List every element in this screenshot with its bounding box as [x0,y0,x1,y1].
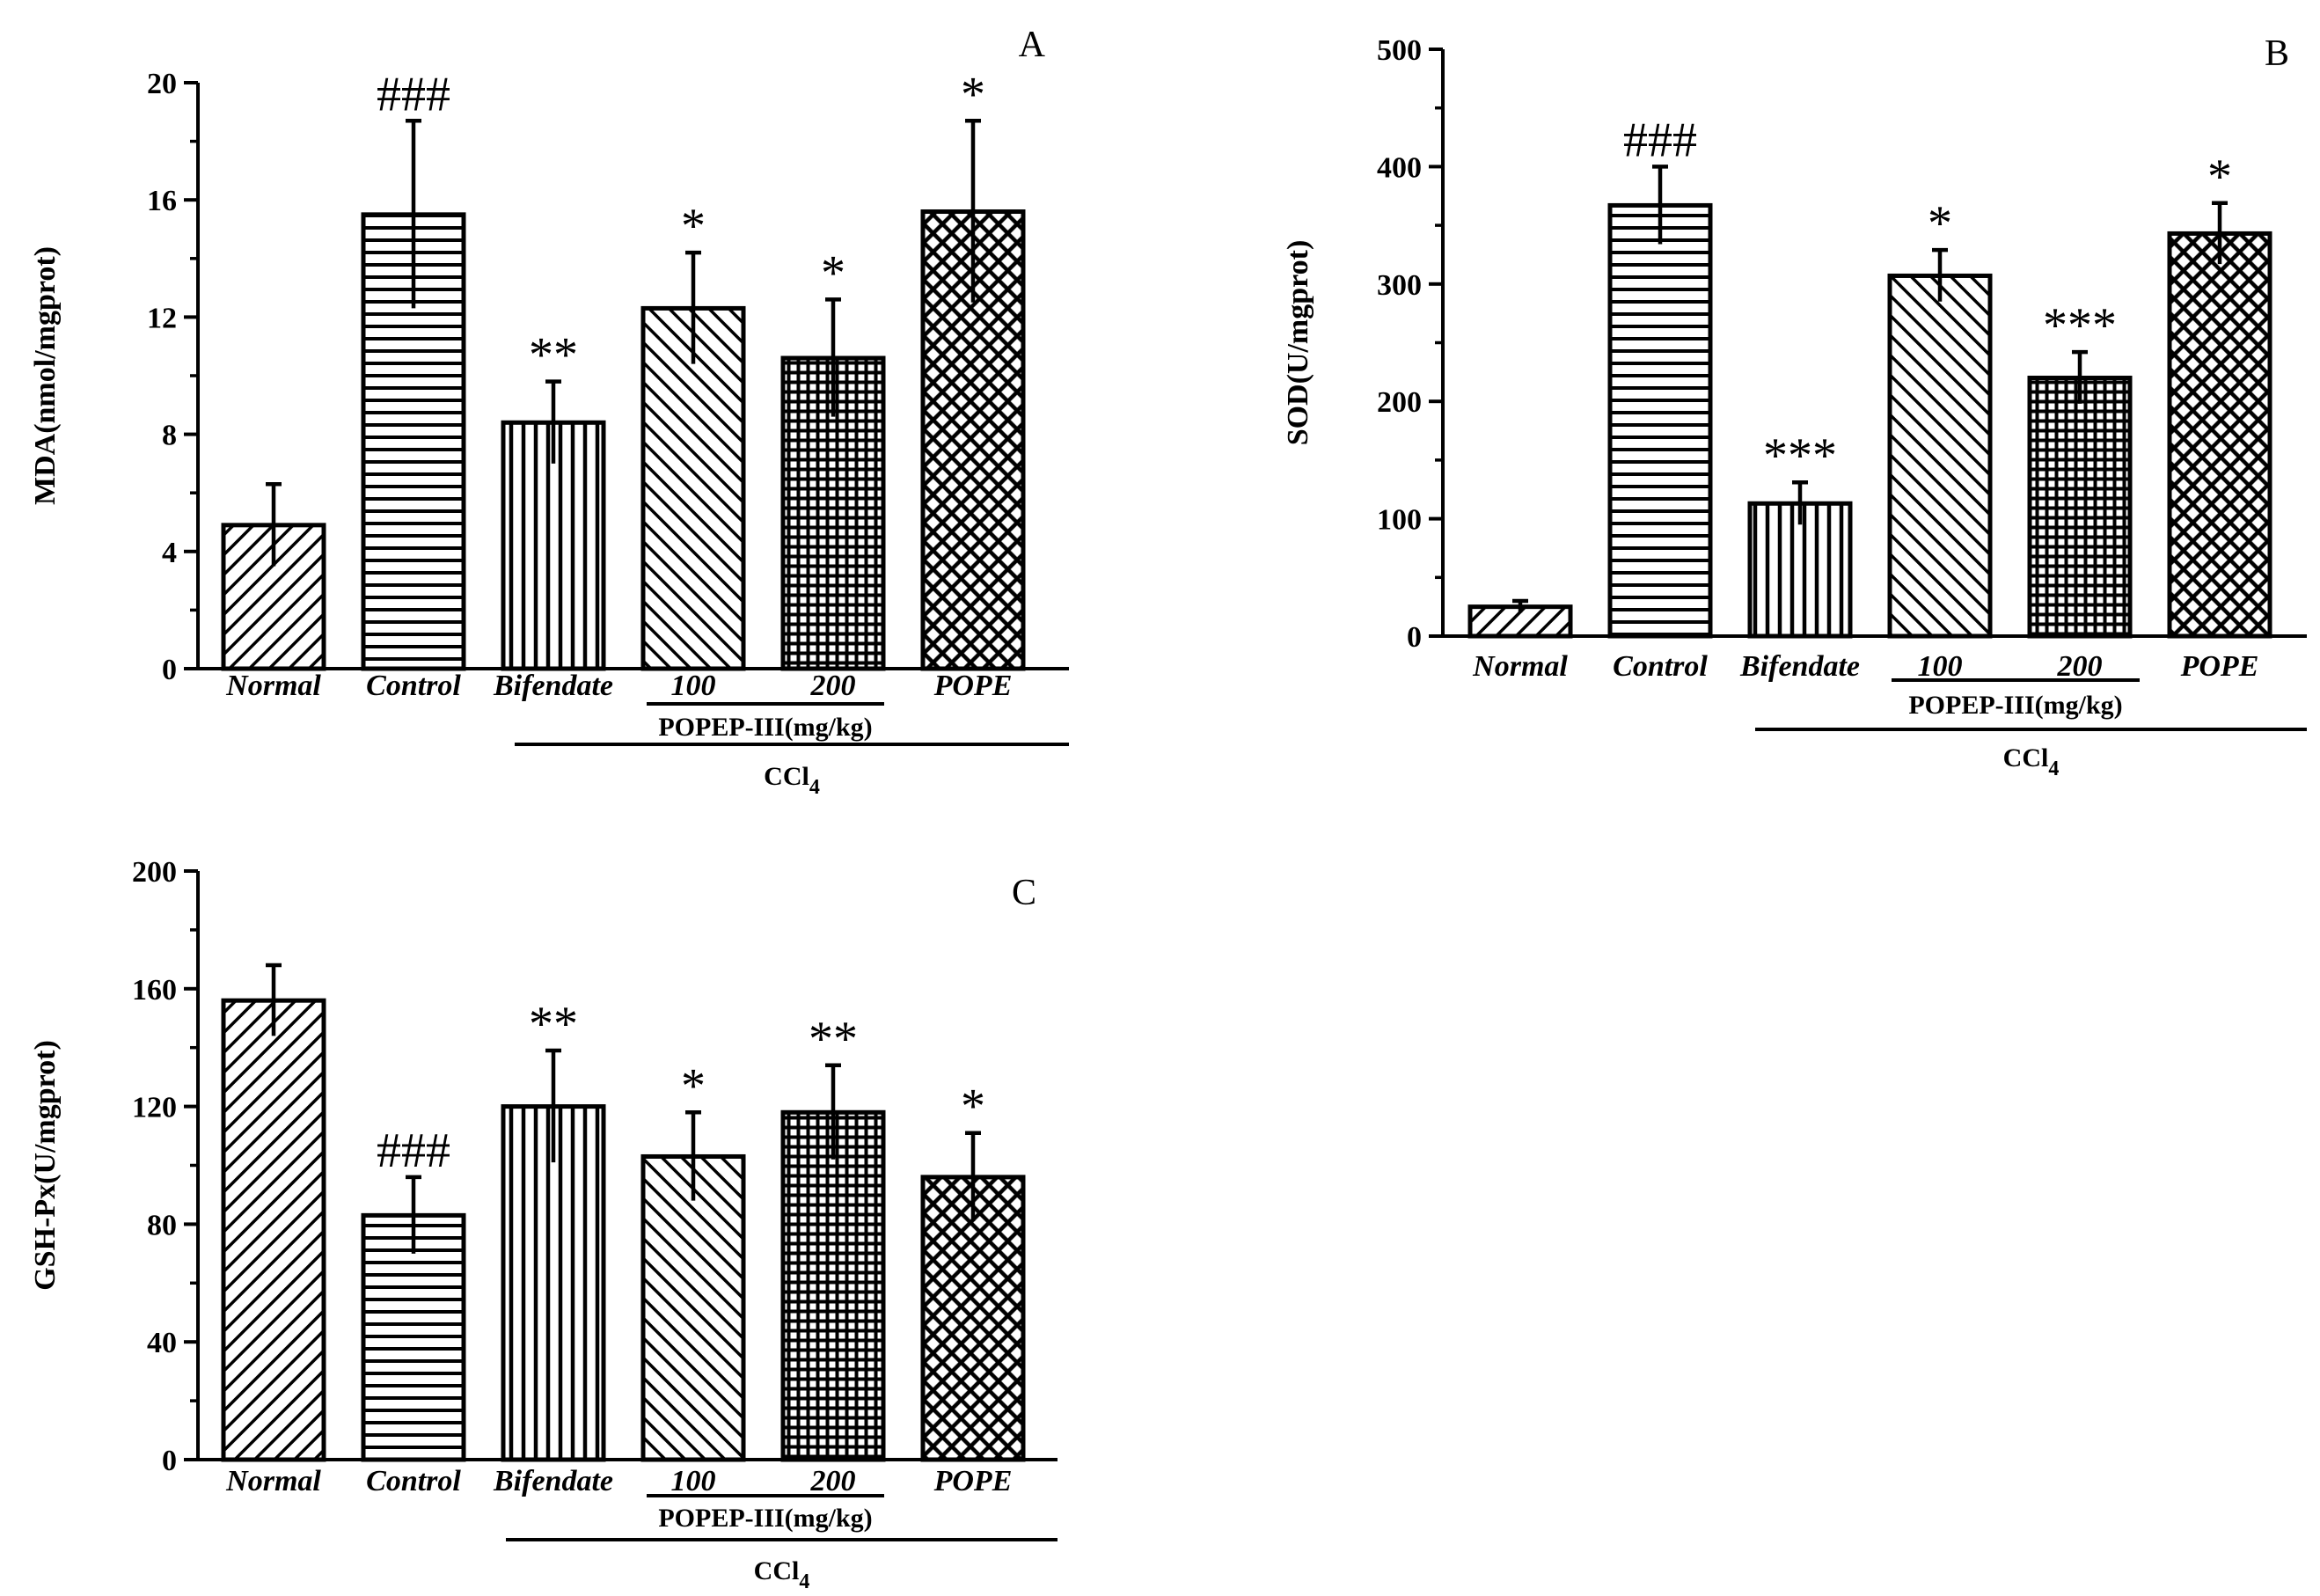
significance-mark: * [961,67,985,121]
category-label: Bifendate [493,670,613,702]
category-label: 100 [1918,650,1963,683]
y-tick-label: 500 [1377,34,1422,67]
category-label: Bifendate [493,1465,613,1497]
significance-mark: ** [529,328,578,383]
y-tick-label: 300 [1377,269,1422,302]
category-label: 200 [810,670,856,702]
significance-mark: * [681,199,706,253]
category-label: Normal [1472,650,1568,683]
subgroup-label: POPEP-III(mg/kg) [1908,691,2122,720]
subgroup-label: POPEP-III(mg/kg) [658,713,872,742]
y-tick-label: 4 [162,537,177,569]
bar-normal [221,998,326,1462]
bar-bifendate [501,1104,606,1462]
bar-pope [920,1175,1026,1462]
category-label: Control [366,670,461,702]
y-tick-label: 160 [132,974,177,1007]
bar-pope [2167,231,2272,639]
panel-a: Normal###Control**Bifendate*100*200*POPE… [29,25,1069,799]
significance-mark: *** [2043,298,2117,353]
bar-bifendate [1747,501,1853,639]
significance-mark: * [1928,196,1952,251]
group-label: CCl4 [764,762,820,799]
y-tick-label: 400 [1377,151,1422,184]
panel-letter: C [1012,873,1036,913]
y-axis-title: MDA(nmol/mgprot) [29,246,62,505]
bar-control [1607,202,1713,639]
subgroup-label: POPEP-III(mg/kg) [658,1504,872,1533]
category-label: 100 [671,1465,716,1497]
y-tick-label: 40 [147,1327,177,1359]
y-tick-label: 0 [162,1445,177,1477]
significance-mark: ### [1623,113,1697,167]
significance-mark: * [961,1080,985,1134]
group-label: CCl4 [2003,743,2060,780]
bar-200 [2027,376,2133,639]
y-tick-label: 200 [1377,386,1422,419]
category-label: POPE [933,1465,1013,1497]
significance-mark: ### [377,1124,450,1178]
bar-200 [780,1109,886,1462]
significance-mark: ### [377,67,450,121]
y-tick-label: 120 [132,1092,177,1124]
y-tick-label: 16 [147,185,177,217]
panel-c: Normal ### Control ** Bifendate * 100 ** 200 * POP… [29,856,1058,1593]
y-axis-title: SOD(U/mgprot) [1282,240,1314,446]
category-label: Control [1613,650,1708,683]
y-axis-title: GSH-Px(U/mgprot) [29,1040,62,1291]
y-tick-label: 80 [147,1209,177,1241]
category-label: POPE [2180,650,2259,683]
category-label: 100 [671,670,716,702]
category-label: Bifendate [1739,650,1860,683]
significance-mark: * [821,245,845,300]
y-tick-label: 8 [162,420,177,452]
y-tick-label: 0 [1407,621,1422,654]
category-label: 200 [2057,650,2103,683]
y-tick-label: 20 [147,68,177,100]
significance-mark: ** [529,997,578,1051]
y-tick-label: 200 [132,856,177,889]
category-label: Control [366,1465,461,1497]
bar-100 [640,1153,746,1462]
bar-100 [1887,273,1993,639]
significance-mark: *** [1763,428,1837,483]
category-label: POPE [933,670,1013,702]
significance-mark: ** [809,1012,858,1066]
y-tick-label: 12 [147,302,177,334]
significance-mark: * [681,1058,706,1113]
panel-letter: B [2265,33,2289,74]
y-tick-label: 100 [1377,504,1422,537]
category-label: 200 [810,1465,856,1497]
significance-mark: * [2207,150,2232,204]
group-label: CCl4 [754,1556,810,1593]
panel-b: Normal ### Control *** Bifendate * 100 *** 200 * P… [1282,33,2307,780]
category-label: Normal [225,1465,321,1497]
panel-letter: A [1019,25,1046,65]
category-label: Normal [225,670,321,702]
y-tick-label: 0 [162,654,177,686]
